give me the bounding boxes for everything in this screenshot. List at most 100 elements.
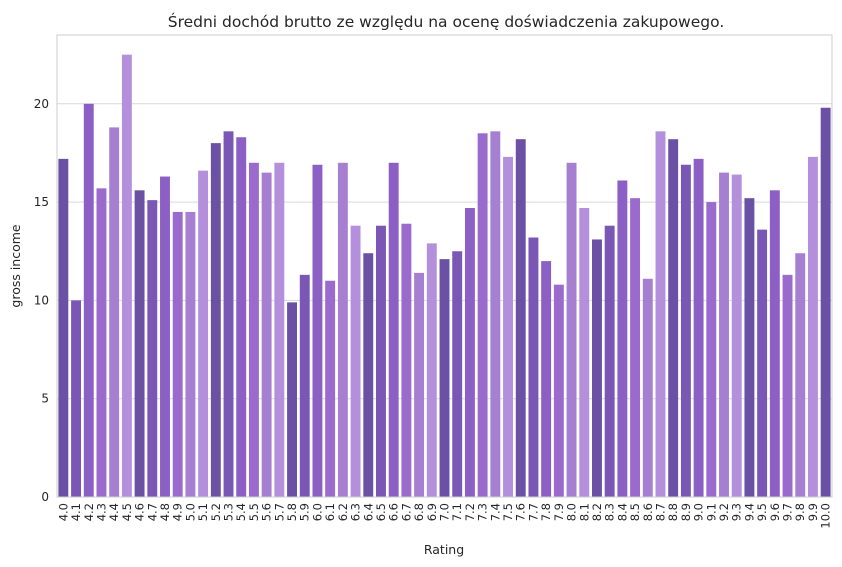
x-tick-label: 8.2	[590, 503, 604, 521]
x-tick-label: 6.9	[425, 503, 439, 521]
bar	[566, 162, 577, 497]
x-tick-label: 8.3	[603, 503, 617, 521]
bar	[121, 54, 132, 497]
bar	[58, 158, 69, 497]
x-tick-label: 8.9	[679, 503, 693, 521]
bar	[210, 143, 221, 497]
x-tick-label: 8.6	[641, 503, 655, 521]
bar	[579, 208, 590, 497]
bar	[414, 272, 425, 497]
y-tick-label: 0	[41, 490, 49, 504]
bar	[807, 156, 818, 498]
bar	[719, 172, 729, 498]
bar	[464, 208, 475, 497]
bar	[401, 223, 412, 497]
x-tick-label: 5.2	[209, 503, 223, 521]
y-tick-label: 5	[41, 392, 49, 406]
y-tick-label: 15	[34, 195, 49, 209]
bar	[604, 225, 615, 497]
bar	[388, 162, 399, 497]
bar	[668, 139, 679, 497]
bar	[693, 158, 704, 497]
x-tick-label: 9.1	[704, 503, 718, 521]
bar	[185, 211, 196, 498]
bar	[274, 162, 285, 497]
bars	[58, 54, 831, 498]
y-axis-label: gross income	[8, 224, 23, 308]
bar	[439, 259, 450, 497]
bar	[553, 284, 564, 497]
x-tick-label: 8.8	[666, 503, 680, 521]
x-tick-label: 5.5	[247, 503, 261, 521]
bar	[363, 253, 374, 497]
x-tick-label: 8.1	[577, 503, 591, 521]
bar	[134, 190, 145, 497]
x-tick-label: 5.6	[260, 503, 274, 521]
bar	[706, 202, 717, 497]
bar	[287, 302, 297, 497]
bar	[782, 274, 793, 497]
x-tick-label: 5.0	[183, 503, 197, 521]
bar	[477, 133, 488, 498]
chart-title: Średni dochód brutto ze względu na ocenę…	[168, 12, 725, 31]
x-axis-label: Rating	[424, 542, 464, 557]
x-tick-label: 9.3	[730, 503, 744, 521]
x-tick-label: 7.7	[526, 503, 540, 521]
x-tick-label: 7.3	[476, 503, 490, 521]
x-tick-label: 6.4	[361, 503, 375, 521]
x-tick-label: 9.5	[755, 503, 769, 521]
bar	[172, 211, 183, 498]
bar	[680, 164, 691, 498]
bar	[528, 237, 539, 497]
x-tick-label: 9.8	[793, 503, 807, 521]
x-tick-label: 7.4	[488, 503, 502, 521]
bar	[248, 162, 259, 497]
bar	[261, 172, 272, 498]
x-tick-label: 7.2	[463, 503, 477, 521]
x-tick-label: 8.0	[565, 503, 579, 521]
x-tick-label: 7.9	[552, 503, 566, 521]
x-tick-label: 4.5	[120, 503, 134, 521]
bar	[744, 198, 755, 497]
x-tick-label: 6.8	[412, 503, 426, 521]
bar	[337, 162, 348, 497]
x-tick-label: 4.4	[107, 503, 121, 521]
bar	[312, 164, 323, 498]
x-tick-label: 8.5	[628, 503, 642, 521]
bar	[617, 180, 628, 498]
x-tick-label: 9.7	[781, 503, 795, 521]
y-tick-labels: 0 5 10 15 20	[34, 97, 49, 504]
bar	[83, 103, 94, 498]
x-tick-labels: 4.04.14.24.34.44.54.64.74.84.95.05.15.25…	[56, 503, 832, 529]
plot-frame	[56, 34, 833, 498]
bar	[223, 131, 234, 497]
x-tick-label: 6.2	[336, 503, 350, 521]
x-tick-label: 9.4	[742, 503, 756, 521]
x-tick-label: 6.3	[349, 503, 363, 521]
bar	[731, 174, 742, 497]
bar	[503, 156, 513, 498]
bar	[299, 274, 310, 497]
x-tick-label: 7.5	[501, 503, 515, 521]
x-tick-label: 6.6	[387, 503, 401, 521]
x-tick-label: 5.7	[272, 503, 286, 521]
x-tick-label: 7.8	[539, 503, 553, 521]
y-tick-label: 10	[34, 293, 49, 307]
x-tick-label: 4.2	[82, 503, 96, 521]
x-tick-label: 6.0	[310, 503, 324, 521]
x-tick-label: 7.1	[450, 503, 464, 521]
x-tick-label: 4.6	[133, 503, 147, 521]
x-tick-label: 7.0	[438, 503, 452, 521]
bar	[96, 188, 107, 498]
bar	[820, 107, 831, 498]
x-tick-label: 8.7	[653, 503, 667, 521]
bar	[198, 170, 209, 497]
bar	[541, 261, 552, 497]
x-tick-label: 5.1	[196, 503, 210, 521]
bar	[325, 280, 336, 497]
x-tick-label: 5.8	[285, 503, 299, 521]
bar	[642, 278, 653, 497]
y-tick-label: 20	[34, 97, 49, 111]
bar	[757, 229, 768, 497]
